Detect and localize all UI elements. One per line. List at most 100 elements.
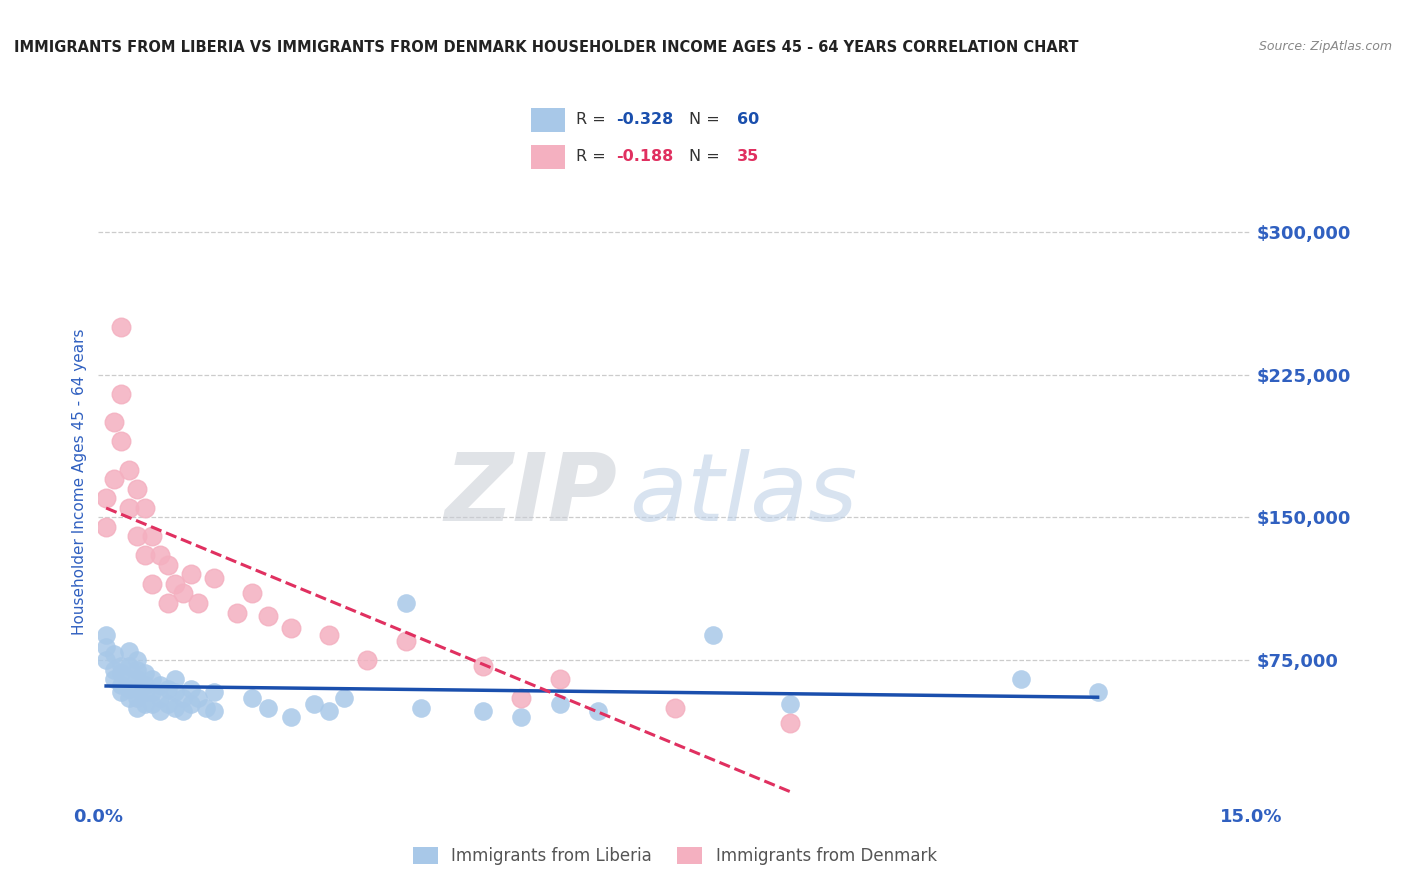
Point — [134, 697, 156, 711]
Point — [240, 586, 263, 600]
Text: R =: R = — [576, 149, 612, 164]
Point — [187, 691, 209, 706]
Point — [548, 697, 571, 711]
Point — [195, 700, 218, 714]
Text: R =: R = — [576, 112, 612, 128]
Point — [149, 705, 172, 719]
Point — [118, 672, 141, 686]
Bar — [531, 145, 565, 169]
Point — [103, 672, 125, 686]
Point — [118, 500, 141, 515]
Point — [125, 529, 148, 543]
Point — [118, 681, 141, 696]
Point — [149, 691, 172, 706]
Point — [180, 697, 202, 711]
Point — [333, 691, 356, 706]
Point — [125, 653, 148, 667]
Point — [156, 596, 179, 610]
Point — [110, 678, 132, 692]
Point — [256, 700, 278, 714]
Point — [125, 700, 148, 714]
Point — [586, 705, 609, 719]
Point — [202, 705, 225, 719]
Point — [471, 705, 494, 719]
Point — [664, 700, 686, 714]
Point — [103, 415, 125, 429]
Text: 60: 60 — [737, 112, 759, 128]
Point — [510, 710, 533, 724]
Point — [141, 697, 163, 711]
Point — [110, 320, 132, 334]
Text: N =: N = — [689, 112, 725, 128]
Point — [172, 705, 194, 719]
Point — [110, 666, 132, 681]
Legend: Immigrants from Liberia, Immigrants from Denmark: Immigrants from Liberia, Immigrants from… — [406, 840, 943, 871]
Point — [149, 678, 172, 692]
Point — [110, 434, 132, 449]
Point — [548, 672, 571, 686]
Point — [318, 628, 340, 642]
Text: Source: ZipAtlas.com: Source: ZipAtlas.com — [1258, 40, 1392, 54]
Point — [94, 628, 117, 642]
Text: -0.188: -0.188 — [616, 149, 673, 164]
Point — [156, 558, 179, 572]
Point — [103, 648, 125, 662]
Point — [702, 628, 724, 642]
Point — [165, 700, 187, 714]
Point — [110, 685, 132, 699]
Point — [779, 697, 801, 711]
Point — [103, 663, 125, 677]
Point — [110, 658, 132, 673]
Point — [141, 685, 163, 699]
Point — [134, 500, 156, 515]
Point — [125, 681, 148, 696]
Point — [134, 685, 156, 699]
Text: ZIP: ZIP — [444, 449, 617, 541]
Point — [1087, 685, 1109, 699]
Point — [94, 520, 117, 534]
Point — [141, 672, 163, 686]
Point — [125, 663, 148, 677]
Point — [149, 549, 172, 563]
Point — [165, 685, 187, 699]
Text: 35: 35 — [737, 149, 759, 164]
Point — [280, 710, 302, 724]
Point — [187, 596, 209, 610]
Point — [110, 386, 132, 401]
Point — [94, 653, 117, 667]
Text: atlas: atlas — [628, 449, 858, 540]
Bar — [531, 108, 565, 132]
Point — [172, 691, 194, 706]
Point — [779, 715, 801, 730]
Point — [125, 672, 148, 686]
Point — [134, 678, 156, 692]
Point — [118, 643, 141, 657]
Point — [202, 685, 225, 699]
Point — [356, 653, 378, 667]
Text: N =: N = — [689, 149, 725, 164]
Point — [180, 567, 202, 582]
Point — [141, 529, 163, 543]
Point — [302, 697, 325, 711]
Point — [395, 596, 418, 610]
Point — [125, 482, 148, 496]
Point — [156, 697, 179, 711]
Point — [256, 609, 278, 624]
Point — [94, 491, 117, 506]
Point — [103, 472, 125, 486]
Y-axis label: Householder Income Ages 45 - 64 years: Householder Income Ages 45 - 64 years — [72, 328, 87, 635]
Point — [118, 658, 141, 673]
Point — [395, 634, 418, 648]
Point — [240, 691, 263, 706]
Point — [165, 672, 187, 686]
Point — [180, 681, 202, 696]
Point — [125, 691, 148, 706]
Point — [202, 571, 225, 585]
Point — [156, 681, 179, 696]
Point — [165, 577, 187, 591]
Point — [134, 666, 156, 681]
Point — [510, 691, 533, 706]
Point — [318, 705, 340, 719]
Point — [134, 549, 156, 563]
Point — [471, 658, 494, 673]
